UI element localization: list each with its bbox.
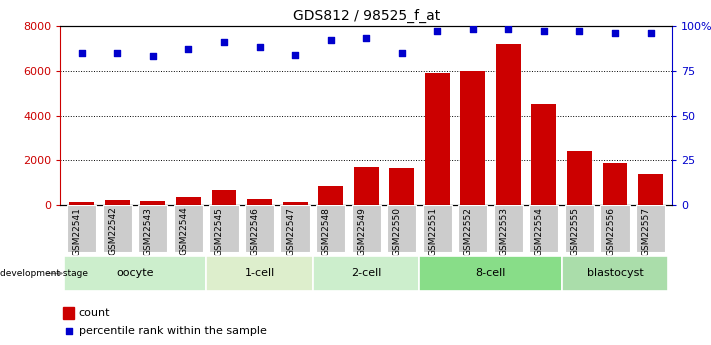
Text: GSM22550: GSM22550 [392, 207, 402, 256]
Bar [316, 205, 346, 252]
Bar [529, 205, 558, 252]
Text: development stage: development stage [0, 269, 88, 278]
Bar [351, 205, 381, 252]
Bar [138, 205, 168, 252]
Text: GSM22547: GSM22547 [286, 207, 295, 256]
Bar [68, 205, 97, 252]
Bar [105, 200, 129, 205]
Text: GSM22551: GSM22551 [428, 207, 437, 256]
Bar [140, 201, 165, 205]
Text: count: count [79, 308, 110, 318]
Text: GSM22548: GSM22548 [321, 207, 331, 256]
Text: GSM22545: GSM22545 [215, 207, 224, 256]
Point [396, 50, 407, 56]
Bar [103, 205, 132, 252]
Point [76, 50, 87, 56]
Text: GSM22552: GSM22552 [464, 207, 473, 256]
Bar [247, 198, 272, 205]
Text: GSM22544: GSM22544 [179, 207, 188, 255]
Point [218, 39, 230, 45]
Bar [353, 167, 378, 205]
Bar [638, 174, 663, 205]
Bar [206, 256, 313, 291]
Bar [283, 202, 307, 205]
Point [325, 38, 336, 43]
Text: 2-cell: 2-cell [351, 268, 381, 278]
Bar [603, 162, 627, 205]
Text: GSM22555: GSM22555 [570, 207, 579, 256]
Point [574, 29, 585, 34]
Bar [64, 256, 206, 291]
Bar [173, 205, 203, 252]
Text: GSM22549: GSM22549 [357, 207, 366, 256]
Bar [280, 205, 310, 252]
Bar [390, 168, 414, 205]
Bar [531, 104, 556, 205]
Point [254, 45, 265, 50]
Bar [212, 189, 236, 205]
Bar [425, 73, 449, 205]
Point [609, 30, 621, 36]
Text: GSM22542: GSM22542 [108, 207, 117, 255]
Bar [387, 205, 416, 252]
Text: percentile rank within the sample: percentile rank within the sample [79, 326, 267, 335]
Text: GSM22541: GSM22541 [73, 207, 82, 256]
Bar [70, 202, 94, 205]
Text: GSM22554: GSM22554 [535, 207, 544, 256]
Text: 8-cell: 8-cell [476, 268, 506, 278]
Text: GSM22546: GSM22546 [250, 207, 260, 256]
Title: GDS812 / 98525_f_at: GDS812 / 98525_f_at [292, 9, 440, 23]
Bar [562, 256, 668, 291]
Bar [319, 186, 343, 205]
Point [360, 36, 372, 41]
Text: 1-cell: 1-cell [245, 268, 274, 278]
Point [112, 50, 123, 56]
Point [503, 27, 514, 32]
Text: blastocyst: blastocyst [587, 268, 643, 278]
Bar [493, 205, 523, 252]
Point [538, 29, 550, 34]
Bar [565, 205, 594, 252]
Point [289, 52, 301, 57]
Point [63, 328, 75, 333]
Bar [209, 205, 239, 252]
Bar [313, 256, 419, 291]
Bar [422, 205, 452, 252]
Point [432, 29, 443, 34]
Bar [636, 205, 665, 252]
Point [183, 47, 194, 52]
Point [467, 27, 479, 32]
Text: oocyte: oocyte [117, 268, 154, 278]
Bar [419, 256, 562, 291]
Text: GSM22543: GSM22543 [144, 207, 153, 256]
Bar [496, 44, 520, 205]
Bar [567, 151, 592, 205]
Point [645, 30, 656, 36]
Bar [176, 197, 201, 205]
Text: GSM22556: GSM22556 [606, 207, 615, 256]
Bar [245, 205, 274, 252]
Point [147, 53, 159, 59]
Text: GSM22557: GSM22557 [641, 207, 651, 256]
Text: GSM22553: GSM22553 [499, 207, 508, 256]
Bar [63, 307, 75, 319]
Bar [600, 205, 629, 252]
Bar [458, 205, 488, 252]
Bar [461, 71, 485, 205]
